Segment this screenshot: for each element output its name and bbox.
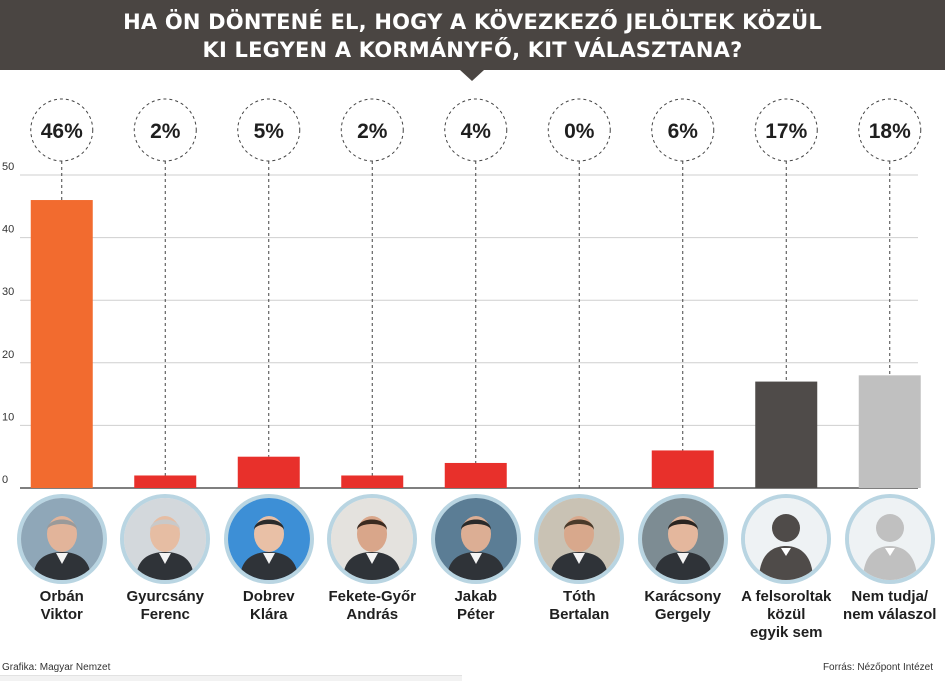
y-tick-label: 30 bbox=[2, 286, 14, 298]
chart-title-line-1: HA ÖN DÖNTENÉ EL, HOGY A KÖVEZKEZŐ JELÖL… bbox=[123, 10, 822, 34]
candidate-name-line: Gergely bbox=[654, 606, 711, 623]
candidate-portrait bbox=[637, 494, 728, 584]
candidate-name: Dobrev Klára bbox=[204, 588, 334, 624]
value-circle bbox=[30, 98, 94, 162]
y-tick-label: 20 bbox=[2, 349, 14, 361]
bar bbox=[444, 462, 507, 488]
bar bbox=[651, 450, 714, 488]
footer-strip bbox=[0, 675, 462, 681]
value-label: 0% bbox=[564, 120, 595, 143]
value-circle bbox=[651, 98, 715, 162]
candidate-name: Karácsony Gergely bbox=[618, 588, 748, 624]
candidate-name: Nem tudja/nem válaszol bbox=[825, 588, 945, 624]
person-silhouette-icon bbox=[741, 494, 832, 584]
candidate-name-line: András bbox=[346, 606, 399, 623]
candidate-name: Jakab Péter bbox=[411, 588, 541, 624]
bar bbox=[237, 456, 300, 488]
candidate-portrait bbox=[16, 494, 107, 584]
candidate-name-line: Nem tudja/ bbox=[851, 588, 929, 605]
y-tick-label: 40 bbox=[2, 224, 14, 236]
y-tick-label: 0 bbox=[2, 474, 8, 486]
y-tick-label: 10 bbox=[2, 411, 14, 423]
candidate-portrait bbox=[120, 494, 211, 584]
candidate-name-line: közül bbox=[767, 606, 806, 623]
value-label: 4% bbox=[461, 120, 492, 143]
candidate-name-line: egyik sem bbox=[749, 624, 823, 641]
value-label: 2% bbox=[357, 120, 388, 143]
candidate-name: Gyurcsány Ferenc bbox=[100, 588, 230, 624]
bar bbox=[134, 475, 197, 488]
candidate-portrait bbox=[327, 494, 418, 584]
chart-header: HA ÖN DÖNTENÉ EL, HOGY A KÖVEZKEZŐ JELÖL… bbox=[0, 0, 945, 70]
candidate-name-line: Karácsony bbox=[644, 588, 722, 605]
value-label: 6% bbox=[668, 120, 699, 143]
value-circle bbox=[858, 98, 922, 162]
candidate-name-line: Tóth bbox=[563, 588, 596, 605]
candidate-portrait bbox=[430, 494, 521, 584]
candidate-name-line: Klára bbox=[249, 606, 288, 623]
value-label: 17% bbox=[765, 120, 807, 143]
credit-source: Forrás: Nézőpont Intézet bbox=[822, 662, 933, 673]
candidate-name-line: A felsoroltak bbox=[741, 588, 832, 605]
value-circle bbox=[754, 98, 818, 162]
candidate-name: Fekete-Győr András bbox=[307, 588, 437, 624]
candidate-name-line: Viktor bbox=[40, 606, 83, 623]
value-circle bbox=[547, 98, 611, 162]
value-circle bbox=[444, 98, 508, 162]
candidate-name: Orbán Viktor bbox=[0, 588, 127, 624]
candidate-name-line: nem válaszol bbox=[843, 606, 937, 623]
y-tick-label: 50 bbox=[2, 161, 14, 173]
bar bbox=[755, 381, 818, 488]
chart-title-line-2: KI LEGYEN A KORMÁNYFŐ, KIT VÁLASZTANA? bbox=[202, 38, 743, 62]
value-label: 46% bbox=[41, 120, 83, 143]
candidate-name-line: Fekete-Győr bbox=[328, 588, 417, 605]
candidate-name-line: Orbán bbox=[39, 588, 84, 605]
value-circle bbox=[133, 98, 197, 162]
value-label: 2% bbox=[150, 120, 181, 143]
candidate-portrait bbox=[223, 494, 314, 584]
bar bbox=[341, 475, 404, 488]
header-notch bbox=[460, 70, 484, 81]
bar bbox=[30, 200, 93, 489]
candidate-name-line: Bertalan bbox=[549, 606, 610, 623]
person-silhouette-icon bbox=[844, 494, 935, 584]
value-label: 18% bbox=[869, 120, 911, 143]
value-label: 5% bbox=[254, 120, 285, 143]
candidate-name-line: Gyurcsány bbox=[126, 588, 205, 605]
candidate-portrait bbox=[534, 494, 625, 584]
candidate-name-line: Jakab bbox=[454, 588, 498, 605]
candidate-name-line: Ferenc bbox=[140, 606, 190, 623]
value-circle bbox=[340, 98, 404, 162]
candidate-name-line: Dobrev bbox=[242, 588, 295, 605]
candidate-name: Tóth Bertalan bbox=[514, 588, 644, 624]
value-circle bbox=[237, 98, 301, 162]
bar bbox=[858, 375, 921, 488]
credit-graphics: Grafika: Magyar Nemzet bbox=[2, 662, 111, 673]
candidate-name: A felsoroltak közül egyik sem bbox=[721, 588, 851, 642]
candidate-name-line: Péter bbox=[456, 606, 495, 623]
